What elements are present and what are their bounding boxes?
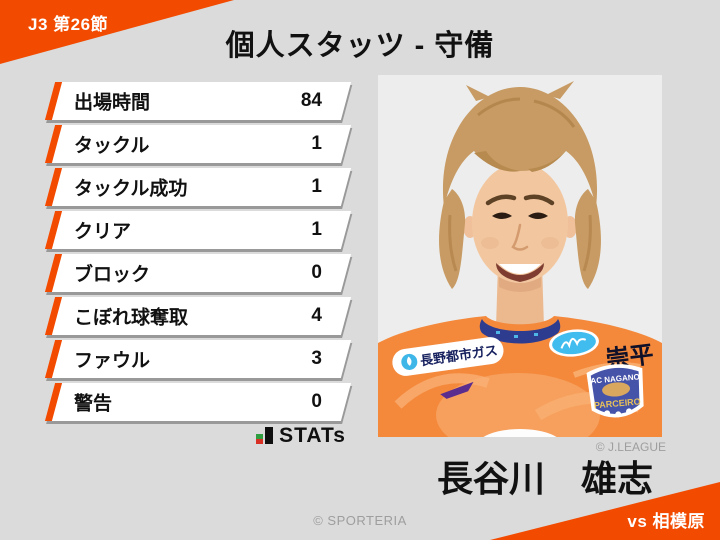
hair — [439, 81, 601, 289]
stat-row-cautions: 警告 0 — [44, 383, 352, 421]
jersey-collar — [479, 319, 561, 344]
stat-row-tackles: タックル 1 — [44, 125, 352, 163]
eyebrow-left — [485, 194, 517, 206]
stat-label: ファウル — [74, 350, 151, 372]
stat-value: 84 — [300, 90, 322, 111]
stat-value: 4 — [311, 305, 322, 326]
stat-value: 3 — [311, 348, 322, 369]
jleague-photo-credit: © J.LEAGUE — [595, 440, 666, 454]
stat-value: 1 — [311, 219, 322, 240]
apparel-brand-icon — [440, 381, 474, 399]
sponsor-nagano-gas-logo: 長野都市ガス — [392, 337, 504, 376]
stat-row-playing-time: 出場時間 84 — [44, 82, 352, 120]
stat-value: 1 — [311, 176, 322, 197]
stat-label: こぼれ球奪取 — [74, 307, 189, 329]
eye-left — [492, 212, 512, 219]
bar-chart-icon — [256, 427, 274, 444]
teeth — [499, 264, 541, 274]
stat-value: 0 — [311, 391, 322, 412]
stat-row-blocks: ブロック 0 — [44, 254, 352, 292]
opponent-label: vs 相模原 — [627, 512, 705, 531]
cheek-left — [481, 237, 499, 249]
stat-value: 0 — [311, 262, 322, 283]
nose — [511, 223, 529, 251]
stat-row-loose-ball-recoveries: こぼれ球奪取 4 — [44, 297, 352, 335]
stat-row-clearances: クリア 1 — [44, 211, 352, 249]
stat-row-fouls: ファウル 3 — [44, 340, 352, 378]
stats-brand-wordmark: STATs — [279, 424, 346, 447]
stat-label: 警告 — [74, 393, 113, 415]
face — [472, 163, 568, 283]
cheek-right — [541, 237, 559, 249]
stats-brand-logo: STATs — [50, 424, 346, 447]
eyebrow-right — [523, 194, 555, 206]
sponsor-oval-mark — [549, 329, 599, 357]
crest-lion — [602, 382, 631, 397]
jersey: 長野都市ガス 崇平 AC NAGANO PARCE — [378, 316, 662, 437]
player-name: 長谷川 雄志 — [436, 458, 653, 499]
crest-team-name: PARCEIRO — [594, 396, 642, 410]
jersey-highlight — [436, 373, 600, 437]
stat-value: 1 — [311, 133, 322, 154]
sporteria-credit: © SPORTERIA — [313, 513, 407, 528]
player-portrait-illustration: 長野都市ガス 崇平 AC NAGANO PARCE — [378, 75, 662, 437]
stat-label: ブロック — [74, 264, 151, 286]
club-crest: AC NAGANO PARCEIRO — [586, 364, 644, 418]
eye-right — [528, 212, 548, 219]
player-photo: 長野都市ガス 崇平 AC NAGANO PARCE — [378, 75, 662, 437]
stat-label: 出場時間 — [74, 92, 151, 114]
bar-chart-icon-small-bar — [256, 434, 264, 444]
crest-club-name: AC NAGANO — [590, 372, 640, 385]
bar-chart-icon-tall-bar — [265, 427, 274, 444]
stat-label: クリア — [74, 221, 132, 243]
stat-row-tackles-won: タックル成功 1 — [44, 168, 352, 206]
match-round-label: J3 第26節 — [28, 15, 109, 34]
page-title: 個人スタッツ - 守備 — [225, 30, 495, 62]
jersey-bottom-patch — [483, 429, 557, 437]
stat-label: タックル成功 — [74, 178, 188, 200]
defense-stats-panel: 出場時間 84 タックル 1 タックル成功 1 クリア 1 ブロック 0 こぼれ… — [44, 82, 352, 426]
mouth — [496, 263, 544, 282]
stat-label: タックル — [74, 135, 150, 157]
